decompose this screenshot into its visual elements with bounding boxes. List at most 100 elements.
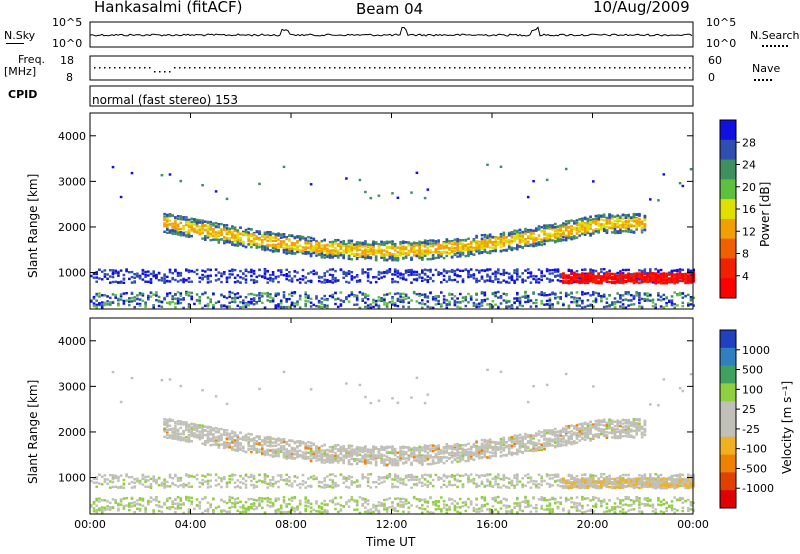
heatmap-cell: [472, 246, 476, 250]
heatmap-cell: [233, 431, 237, 434]
freq-point: [129, 67, 131, 69]
heatmap-cell: [304, 243, 307, 246]
heatmap-cell: [358, 248, 362, 251]
heatmap-cell: [415, 293, 419, 296]
heatmap-cell: [130, 475, 134, 479]
heatmap-cell: [298, 248, 302, 252]
heatmap-cell: [453, 301, 457, 305]
heatmap-cell: [182, 297, 185, 300]
heatmap-cell: [575, 270, 579, 273]
heatmap-cell: [214, 225, 218, 228]
heatmap-cell: [236, 242, 240, 246]
heatmap-cell: [499, 232, 503, 236]
heatmap-cell: [377, 304, 381, 308]
heatmap-cell: [369, 268, 373, 271]
heatmap-cell: [450, 256, 454, 259]
heatmap-cell: [570, 232, 573, 236]
heatmap-cell: [659, 268, 663, 272]
heatmap-cell: [494, 249, 497, 253]
heatmap-cell: [532, 242, 535, 245]
heatmap-cell: [467, 301, 470, 304]
heatmap-cell: [404, 271, 408, 274]
heatmap-cell: [464, 297, 468, 300]
heatmap-cell: [684, 277, 687, 281]
freq-point: [649, 67, 651, 69]
heatmap-cell: [630, 274, 633, 278]
heatmap-cell: [450, 279, 454, 282]
heatmap-cell: [494, 270, 497, 273]
heatmap-cell: [562, 281, 565, 285]
heatmap-cell: [456, 255, 459, 258]
heatmap-cell: [586, 231, 590, 235]
heatmap-cell: [252, 299, 256, 302]
heatmap-cell: [198, 233, 202, 236]
heatmap-cell: [247, 237, 250, 241]
heatmap-cell: [285, 298, 288, 301]
heatmap-cell: [231, 478, 234, 481]
heatmap-cell: [621, 226, 625, 229]
heatmap-cell: [545, 236, 549, 239]
heatmap-cell: [687, 276, 690, 279]
heatmap-cell: [619, 270, 622, 273]
heatmap-cell: [163, 230, 166, 233]
heatmap-cell: [301, 275, 305, 278]
heatmap-cell: [209, 268, 212, 272]
heatmap-cell: [605, 216, 609, 220]
heatmap-cell: [209, 430, 212, 433]
freq-point: [209, 67, 211, 69]
heatmap-cell: [461, 296, 465, 299]
heatmap-cell: [600, 280, 603, 283]
heatmap-cell: [201, 511, 204, 515]
heatmap-cell: [225, 434, 229, 437]
heatmap-cell: [502, 236, 506, 239]
heatmap-cell: [567, 275, 571, 278]
heatmap-cell: [651, 276, 655, 279]
heatmap-cell: [581, 299, 584, 303]
heatmap-cell: [621, 217, 625, 220]
heatmap-cell: [193, 475, 196, 479]
heatmap-cell: [396, 257, 400, 260]
heatmap-cell: [605, 219, 609, 222]
heatmap-cell: [214, 506, 218, 510]
heatmap-cell: [377, 243, 381, 246]
heatmap-cell: [309, 305, 313, 308]
heatmap-cell: [434, 303, 438, 306]
heatmap-cell: [497, 241, 500, 244]
heatmap-cell: [594, 277, 598, 280]
heatmap-cell: [361, 255, 364, 259]
cpid-strip-frame: [89, 85, 694, 107]
heatmap-cell: [250, 270, 253, 274]
heatmap-cell: [640, 231, 644, 234]
heatmap-cell: [429, 277, 432, 280]
heatmap-cell: [689, 296, 693, 299]
heatmap-cell: [236, 241, 240, 244]
heatmap-cell: [545, 178, 549, 182]
heatmap-cell: [212, 433, 215, 436]
heatmap-cell: [611, 272, 614, 276]
heatmap-cell: [326, 278, 329, 282]
heatmap-cell: [326, 248, 329, 252]
heatmap-cell: [597, 294, 600, 297]
heatmap-cell: [242, 233, 245, 237]
heatmap-cell: [309, 254, 313, 258]
heatmap-cell: [366, 274, 370, 277]
heatmap-cell: [491, 243, 495, 247]
heatmap-cell: [594, 300, 598, 304]
heatmap-cell: [279, 245, 283, 248]
heatmap-cell: [179, 503, 183, 506]
heatmap-cell: [282, 235, 286, 239]
heatmap-cell: [670, 299, 674, 302]
heatmap-cell: [681, 279, 685, 283]
heatmap-cell: [168, 231, 172, 234]
freq-point: [289, 67, 291, 69]
heatmap-cell: [600, 223, 603, 226]
heatmap-cell: [377, 251, 381, 255]
heatmap-cell: [163, 483, 166, 486]
heatmap-cell: [605, 231, 609, 234]
heatmap-cell: [369, 247, 373, 251]
heatmap-cell: [364, 248, 367, 252]
heatmap-cell: [236, 446, 240, 449]
heatmap-cell: [193, 228, 196, 231]
heatmap-cell: [497, 306, 500, 309]
heatmap-cell: [239, 500, 242, 503]
